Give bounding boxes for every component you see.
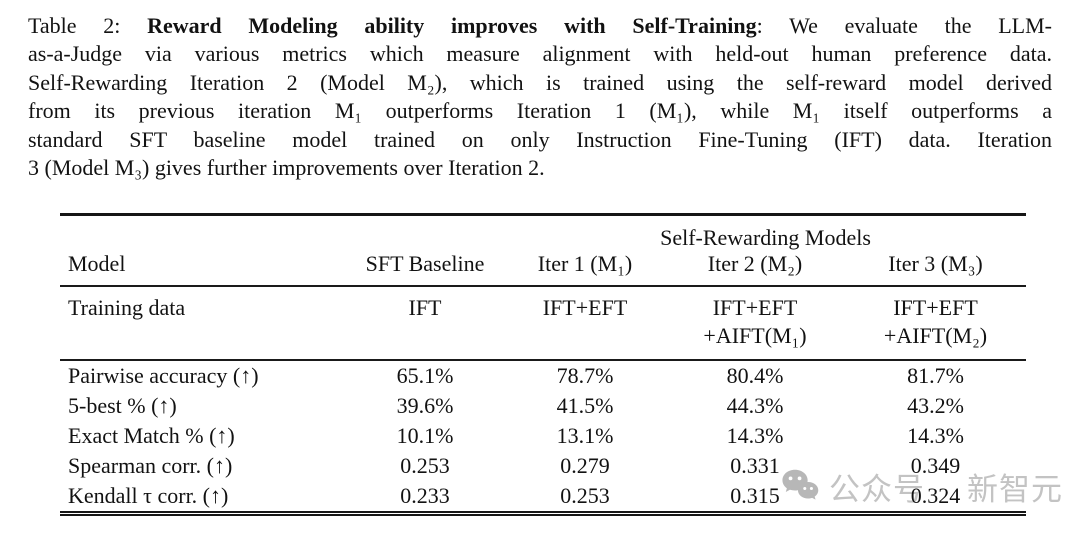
caption-bold-title: Reward Modeling ability improves with Se… (147, 13, 757, 38)
training-cell-iter2-line1: IFT+EFT (712, 295, 798, 320)
metric-value: 0.315 (730, 483, 780, 508)
wechat-bubbles-icon (782, 469, 819, 500)
watermark-text-right: 新智元 (967, 471, 1063, 508)
training-cell-sft: IFT (345, 286, 505, 361)
metric-value: 14.3% (907, 423, 964, 448)
spacer-cell (60, 216, 505, 251)
training-data-row: Training data IFT IFT+EFT IFT+EFT +AIFT(… (60, 286, 1026, 361)
metric-label: 5-best % (↑) (68, 393, 177, 418)
caption-line-5: standard SFT baseline model trained on o… (28, 126, 1052, 152)
metric-value: 13.1% (556, 423, 614, 448)
watermark: 公众号 新智元 (781, 466, 1063, 508)
metric-value: 0.253 (400, 453, 450, 478)
training-cell-iter3-line2: +AIFT(M₂) (883, 323, 988, 348)
watermark-text-left: 公众号 (829, 471, 925, 508)
results-table: Self-Rewarding Models Model SFT Baseline… (60, 213, 1026, 516)
metric-value: 0.253 (560, 483, 610, 508)
table-row-pairwise-accuracy: Pairwise accuracy (↑) 65.1% 78.7% 80.4% … (60, 360, 1026, 391)
column-header-row: Model SFT Baseline Iter 1 (M₁) Iter 2 (M… (60, 251, 1026, 287)
metric-value: 0.279 (560, 453, 610, 478)
table-row-kendall: Kendall τ corr. (↑) 0.233 0.253 0.315 0.… (60, 481, 1026, 511)
training-cell-iter2: IFT+EFT +AIFT(M₁) (665, 286, 845, 361)
training-cell-iter2-line2: +AIFT(M₁) (703, 323, 807, 348)
span-header-self-rewarding-models: Self-Rewarding Models (660, 225, 871, 250)
metric-value: 39.6% (396, 393, 454, 418)
caption-table-number: Table 2: (28, 13, 148, 38)
metric-value: 0.331 (730, 453, 780, 478)
col-header-iter2: Iter 2 (M₂) (665, 251, 845, 287)
caption-line-4: from its previous iteration M₁ outperfor… (28, 98, 1052, 124)
table-row-5-best: 5-best % (↑) 39.6% 41.5% 44.3% 43.2% (60, 391, 1026, 421)
metric-value: 78.7% (556, 363, 614, 388)
metric-value: 44.3% (726, 393, 784, 418)
col-header-model: Model (60, 251, 345, 287)
training-cell-iter1: IFT+EFT (505, 286, 665, 361)
span-header-row: Self-Rewarding Models (60, 216, 1026, 251)
metric-value: 65.1% (396, 363, 454, 388)
metric-value: 14.3% (726, 423, 784, 448)
caption-line-1: Table 2: Reward Modeling ability improve… (28, 12, 1052, 40)
metric-value: 10.1% (396, 423, 454, 448)
metric-value: 81.7% (907, 363, 964, 388)
training-cell-iter3: IFT+EFT +AIFT(M₂) (845, 286, 1026, 361)
caption-line-6: 3 (Model M₃) gives further improvements … (28, 155, 545, 181)
metric-value: 80.4% (726, 363, 784, 388)
col-header-iter3: Iter 3 (M₃) (845, 251, 1026, 287)
table-row-spearman: Spearman corr. (↑) 0.253 0.279 0.331 0.3… (60, 451, 1026, 481)
caption-line-3: Self-Rewarding Iteration 2 (Model M₂), w… (28, 69, 1052, 95)
metric-label: Pairwise accuracy (↑) (68, 363, 259, 388)
metric-value: 0.233 (400, 483, 450, 508)
training-data-label: Training data (60, 286, 345, 361)
metric-label: Spearman corr. (↑) (68, 453, 233, 478)
metric-value: 41.5% (556, 393, 614, 418)
metric-value: 0.349 (910, 453, 961, 478)
caption-line-2: as-a-Judge via various metrics which mea… (28, 41, 1052, 67)
col-header-iter1: Iter 1 (M₁) (505, 251, 665, 287)
caption-line-1-rest: : We evaluate the LLM- (756, 13, 1052, 38)
table-row-exact-match: Exact Match % (↑) 10.1% 13.1% 14.3% 14.3… (60, 421, 1026, 451)
metric-value: 43.2% (907, 393, 964, 418)
metric-label: Kendall τ corr. (↑) (68, 483, 229, 508)
training-cell-iter3-line1: IFT+EFT (893, 295, 978, 320)
metric-label: Exact Match % (↑) (68, 423, 235, 448)
col-header-sft-baseline: SFT Baseline (345, 251, 505, 287)
metric-value: 0.324 (910, 483, 961, 508)
table-caption: Table 2: Reward Modeling ability improve… (28, 12, 1052, 182)
